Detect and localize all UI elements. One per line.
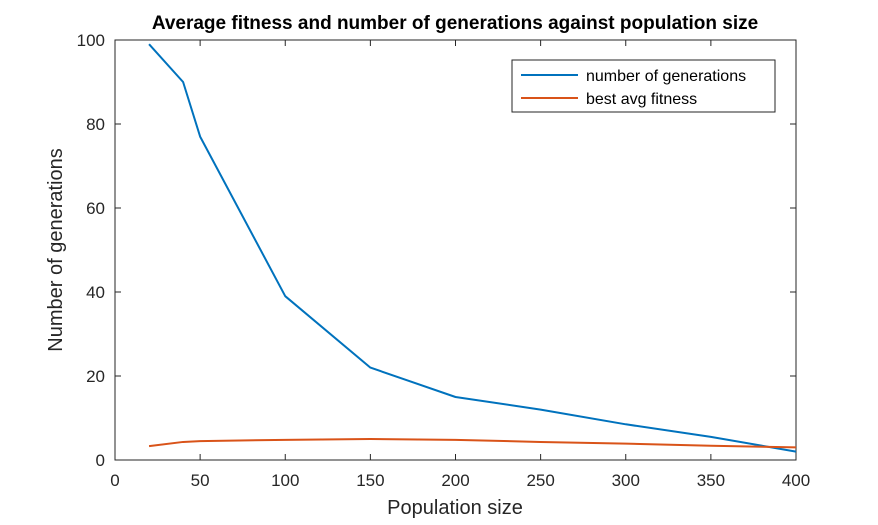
legend-entry-label: best avg fitness [586, 91, 697, 108]
legend: number of generations best avg fitness [511, 59, 776, 113]
y-tick-label: 40 [86, 283, 105, 302]
y-axis-ticks: 0 20 40 60 80 100 [77, 31, 796, 470]
y-tick-label: 20 [86, 367, 105, 386]
x-tick-label: 400 [782, 471, 810, 490]
x-tick-label: 150 [356, 471, 384, 490]
x-tick-label: 0 [110, 471, 119, 490]
series-layer [148, 43, 797, 453]
x-axis-ticks: 0 50 100 150 200 250 300 350 400 [110, 40, 810, 490]
y-axis-label: Number of generations [45, 148, 67, 351]
y-tick-label: 100 [77, 31, 105, 50]
x-tick-label: 100 [271, 471, 299, 490]
y-tick-label: 80 [86, 115, 105, 134]
series-line-best-avg-fitness [148, 438, 797, 449]
series-line-number-of-generations [148, 43, 797, 453]
x-tick-label: 350 [697, 471, 725, 490]
y-tick-label: 60 [86, 199, 105, 218]
legend-box [511, 59, 776, 113]
x-tick-label: 250 [526, 471, 554, 490]
x-tick-label: 200 [441, 471, 469, 490]
x-axis-label: Population size [387, 497, 523, 519]
x-tick-label: 50 [191, 471, 210, 490]
chart-title: Average fitness and number of generation… [152, 13, 758, 34]
x-tick-label: 300 [612, 471, 640, 490]
legend-entry-label: number of generations [586, 68, 746, 85]
y-tick-label: 0 [96, 451, 105, 470]
